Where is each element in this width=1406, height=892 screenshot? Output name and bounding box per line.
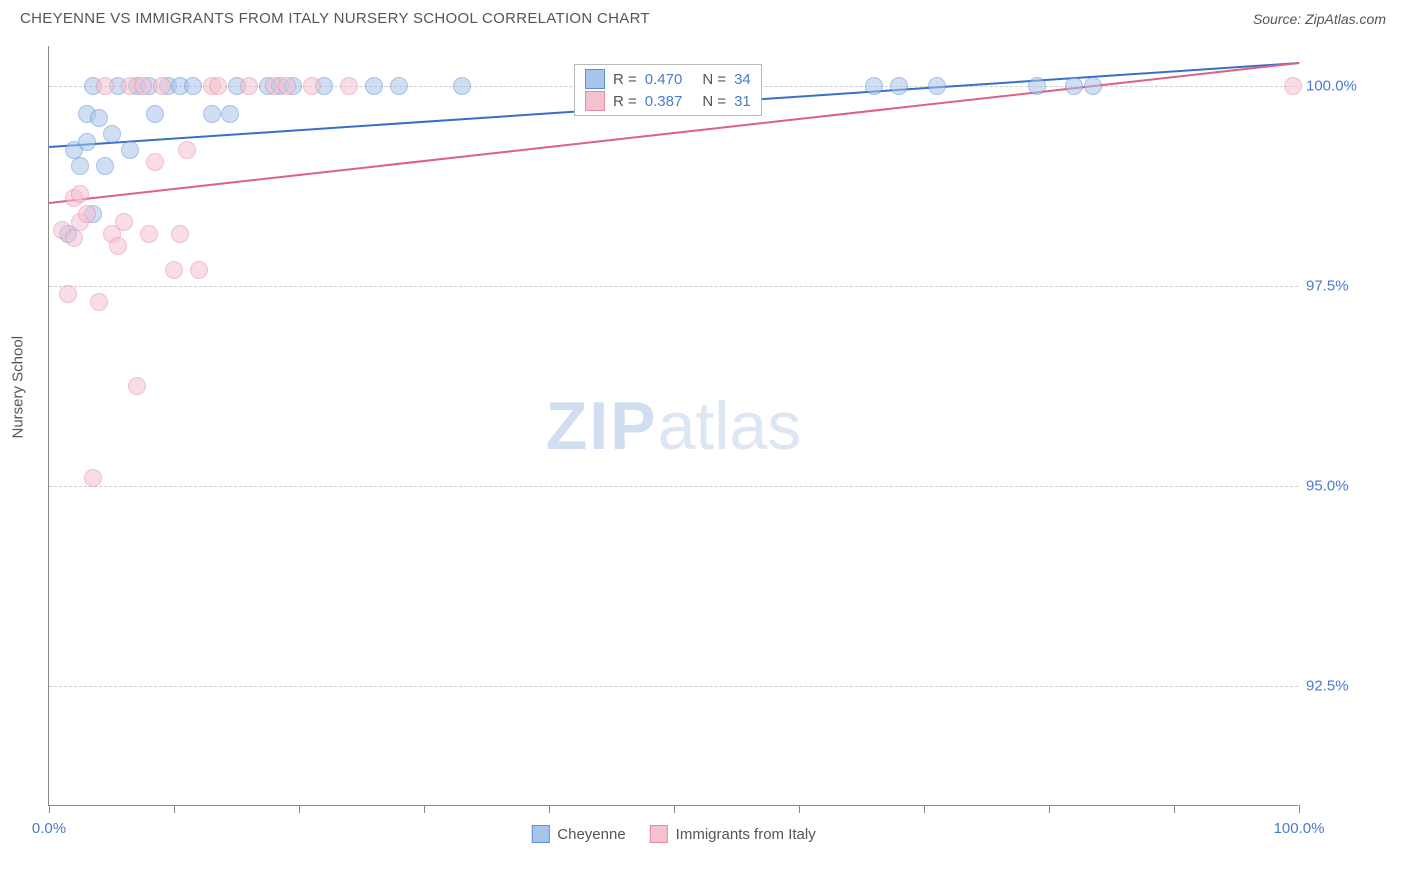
scatter-chart: ZIPatlas 92.5%95.0%97.5%100.0%0.0%100.0%… (48, 46, 1298, 806)
data-point (453, 77, 471, 95)
data-point (1084, 77, 1102, 95)
legend-row: R = 0.470 N = 34 (585, 69, 751, 89)
legend-swatch (531, 825, 549, 843)
data-point (84, 469, 102, 487)
legend-row: R = 0.387 N = 31 (585, 91, 751, 111)
gridline (49, 286, 1298, 287)
x-tick (924, 805, 925, 813)
legend-r-value: 0.387 (645, 93, 683, 110)
x-tick (49, 805, 50, 813)
x-tick (424, 805, 425, 813)
x-tick-label: 100.0% (1274, 820, 1325, 837)
series-legend-item: Cheyenne (531, 825, 625, 843)
data-point (1284, 77, 1302, 95)
data-point (128, 377, 146, 395)
data-point (146, 105, 164, 123)
data-point (90, 293, 108, 311)
data-point (203, 105, 221, 123)
data-point (928, 77, 946, 95)
data-point (78, 133, 96, 151)
legend-n-value: 34 (734, 71, 751, 88)
data-point (390, 77, 408, 95)
x-tick (299, 805, 300, 813)
chart-source: Source: ZipAtlas.com (1253, 11, 1386, 27)
gridline (49, 486, 1298, 487)
x-tick-label: 0.0% (32, 820, 66, 837)
data-point (890, 77, 908, 95)
x-tick (549, 805, 550, 813)
data-point (59, 285, 77, 303)
data-point (103, 125, 121, 143)
chart-header: CHEYENNE VS IMMIGRANTS FROM ITALY NURSER… (0, 0, 1406, 35)
watermark-zip: ZIP (546, 388, 658, 464)
series-legend-label: Immigrants from Italy (676, 826, 816, 843)
watermark: ZIPatlas (546, 387, 801, 465)
watermark-atlas: atlas (658, 388, 802, 464)
data-point (340, 77, 358, 95)
data-point (221, 105, 239, 123)
legend-n-label: N = (702, 93, 726, 110)
y-tick-label: 92.5% (1306, 678, 1386, 695)
series-legend-item: Immigrants from Italy (650, 825, 816, 843)
legend-swatch (650, 825, 668, 843)
data-point (115, 213, 133, 231)
y-tick-label: 95.0% (1306, 478, 1386, 495)
x-tick (674, 805, 675, 813)
x-tick (1299, 805, 1300, 813)
correlation-legend: R = 0.470 N = 34 R = 0.387 N = 31 (574, 64, 762, 116)
data-point (1028, 77, 1046, 95)
legend-r-label: R = (613, 71, 637, 88)
data-point (109, 237, 127, 255)
data-point (190, 261, 208, 279)
data-point (165, 261, 183, 279)
data-point (153, 77, 171, 95)
data-point (365, 77, 383, 95)
data-point (96, 157, 114, 175)
legend-r-value: 0.470 (645, 71, 683, 88)
data-point (1065, 77, 1083, 95)
data-point (71, 157, 89, 175)
data-point (278, 77, 296, 95)
gridline (49, 686, 1298, 687)
legend-r-label: R = (613, 93, 637, 110)
data-point (140, 225, 158, 243)
data-point (90, 109, 108, 127)
y-tick-label: 97.5% (1306, 278, 1386, 295)
x-tick (174, 805, 175, 813)
data-point (65, 229, 83, 247)
chart-title: CHEYENNE VS IMMIGRANTS FROM ITALY NURSER… (20, 10, 650, 27)
legend-swatch (585, 69, 605, 89)
legend-n-label: N = (702, 71, 726, 88)
data-point (209, 77, 227, 95)
data-point (303, 77, 321, 95)
x-tick (1174, 805, 1175, 813)
legend-n-value: 31 (734, 93, 751, 110)
data-point (71, 185, 89, 203)
y-axis-label: Nursery School (10, 336, 27, 439)
data-point (184, 77, 202, 95)
data-point (146, 153, 164, 171)
legend-swatch (585, 91, 605, 111)
x-tick (1049, 805, 1050, 813)
series-legend: Cheyenne Immigrants from Italy (531, 825, 815, 843)
series-legend-label: Cheyenne (557, 826, 625, 843)
x-tick (799, 805, 800, 813)
data-point (178, 141, 196, 159)
data-point (78, 205, 96, 223)
data-point (96, 77, 114, 95)
data-point (121, 141, 139, 159)
y-tick-label: 100.0% (1306, 78, 1386, 95)
data-point (134, 77, 152, 95)
data-point (171, 225, 189, 243)
data-point (865, 77, 883, 95)
data-point (240, 77, 258, 95)
